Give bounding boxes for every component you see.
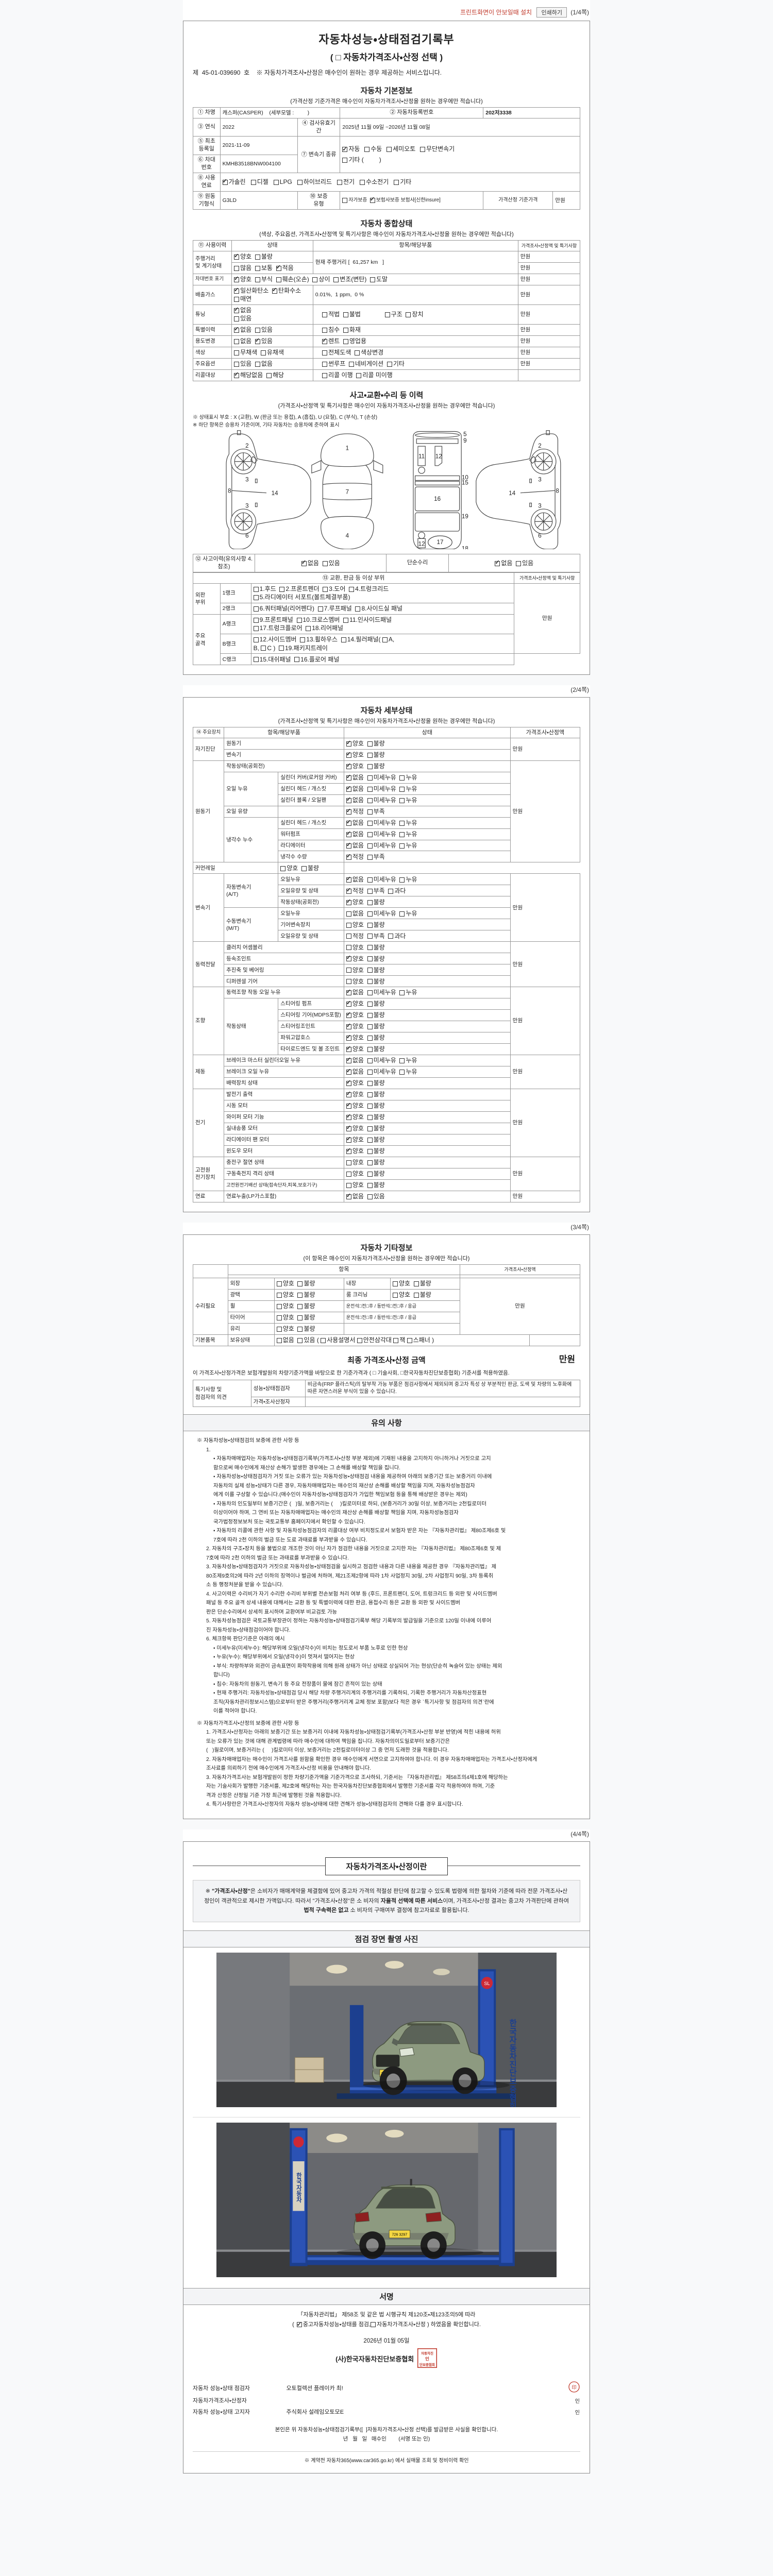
svg-text:14: 14 <box>272 490 278 497</box>
svg-text:6: 6 <box>538 532 541 539</box>
svg-text:2: 2 <box>245 443 248 449</box>
svg-text:12: 12 <box>418 540 425 547</box>
svg-text:726 3297: 726 3297 <box>392 2232 408 2236</box>
svg-text:SL: SL <box>484 1980 490 1986</box>
svg-text:14: 14 <box>509 490 515 497</box>
svg-text:16: 16 <box>434 496 441 502</box>
svg-text:3: 3 <box>245 476 248 483</box>
svg-text:3: 3 <box>538 476 541 483</box>
svg-text:한국자동차진단보증협회: 한국자동차진단보증협회 <box>508 2018 516 2107</box>
svg-text:2: 2 <box>538 443 541 449</box>
svg-text:자동차진: 자동차진 <box>421 2351 433 2355</box>
svg-text:7: 7 <box>346 488 349 495</box>
svg-text:4: 4 <box>346 532 349 539</box>
svg-text:8: 8 <box>228 487 231 494</box>
svg-text:1: 1 <box>346 445 349 451</box>
svg-text:6: 6 <box>245 532 248 539</box>
svg-text:印: 印 <box>572 2384 576 2390</box>
svg-text:5: 5 <box>463 431 466 437</box>
svg-text:19: 19 <box>462 513 468 520</box>
svg-text:9: 9 <box>463 437 466 444</box>
svg-text:인: 인 <box>425 2357 429 2362</box>
svg-text:3: 3 <box>538 502 541 509</box>
svg-text:15: 15 <box>462 479 468 486</box>
svg-text:3: 3 <box>245 502 248 509</box>
svg-text:한국자동차: 한국자동차 <box>296 2172 302 2203</box>
svg-text:12: 12 <box>435 453 442 460</box>
svg-text:단보증협회: 단보증협회 <box>419 2362 435 2367</box>
svg-text:11: 11 <box>418 453 425 460</box>
svg-text:17: 17 <box>436 539 443 546</box>
svg-text:8: 8 <box>556 487 559 494</box>
svg-text:18: 18 <box>462 545 468 549</box>
